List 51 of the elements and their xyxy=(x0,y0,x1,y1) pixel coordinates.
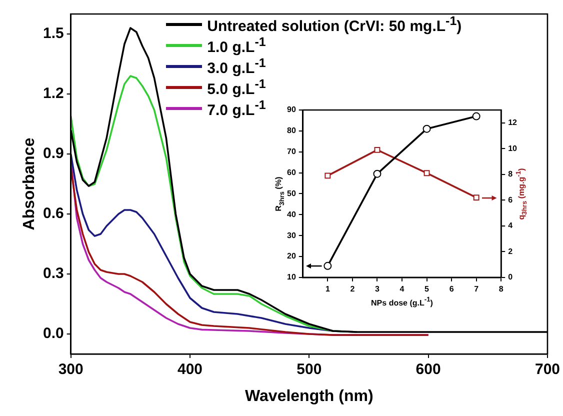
point xyxy=(424,170,430,176)
y-tick-label: 10 xyxy=(286,272,296,282)
x-tick-label: 700 xyxy=(534,361,560,378)
y2-tick-label: 4 xyxy=(508,221,514,230)
x-tick-label: 500 xyxy=(296,361,322,378)
point xyxy=(324,172,331,179)
y-tick-label: 30 xyxy=(286,230,296,240)
x-tick-label: 2 xyxy=(350,284,356,294)
y-tick-label: 80 xyxy=(286,126,296,136)
point xyxy=(373,170,382,178)
x-tick-label: 4 xyxy=(400,284,405,294)
y-tick-label: 40 xyxy=(286,210,296,219)
y-tick-label: 0.0 xyxy=(42,325,64,342)
point xyxy=(472,112,480,120)
y2-tick-label: 0 xyxy=(508,272,514,282)
y-tick-label: 0.6 xyxy=(42,205,64,222)
y-tick-label: 50 xyxy=(286,188,296,198)
legend-label: 5.0 g.L$^{-1}$ xyxy=(207,77,266,98)
x-axis-title: Wavelength (nm) xyxy=(245,388,374,406)
y-axis-title: Absorbance xyxy=(20,138,39,230)
x-tick-label: 400 xyxy=(177,361,203,378)
point xyxy=(422,124,431,133)
y2-tick-label: 10 xyxy=(508,144,518,153)
y-tick-label: 20 xyxy=(286,252,296,261)
x-tick-label: 1 xyxy=(325,284,330,294)
x-tick-label: 7 xyxy=(474,284,480,294)
x-tick-label: 8 xyxy=(498,284,504,294)
x-tick-label: 5 xyxy=(424,284,430,294)
legend-label: Untreated solution (CrVI: 50 mg.L$^{-1}$) xyxy=(207,14,462,35)
x-tick-label: 6 xyxy=(449,284,454,294)
x-tick-label: 300 xyxy=(58,361,84,378)
y-tick-label: 60 xyxy=(286,168,296,177)
legend-label: 3.0 g.L$^{-1}$ xyxy=(207,56,266,77)
point xyxy=(473,194,480,201)
y2-tick-label: 12 xyxy=(508,118,518,128)
x-axis-title: NPs dose (g.L$^{-1}$) xyxy=(371,296,433,308)
y-tick-label: 90 xyxy=(286,105,296,114)
x-tick-label: 600 xyxy=(416,361,441,378)
legend-label: 7.0 g.L$^{-1}$ xyxy=(207,98,266,119)
point xyxy=(324,262,332,270)
y2-tick-label: 6 xyxy=(508,195,514,204)
y-tick-label: 70 xyxy=(286,147,296,156)
y-tick-label: 0.3 xyxy=(42,265,64,282)
y2-tick-label: 8 xyxy=(508,170,514,179)
y-tick-label: 1.5 xyxy=(42,25,64,42)
y-tick-label: 1.2 xyxy=(42,85,64,102)
point xyxy=(374,146,380,153)
x-tick-label: 3 xyxy=(375,284,380,294)
y2-tick-label: 2 xyxy=(508,246,514,256)
y-tick-label: 0.9 xyxy=(42,145,64,162)
legend-label: 1.0 g.L$^{-1}$ xyxy=(207,35,266,56)
